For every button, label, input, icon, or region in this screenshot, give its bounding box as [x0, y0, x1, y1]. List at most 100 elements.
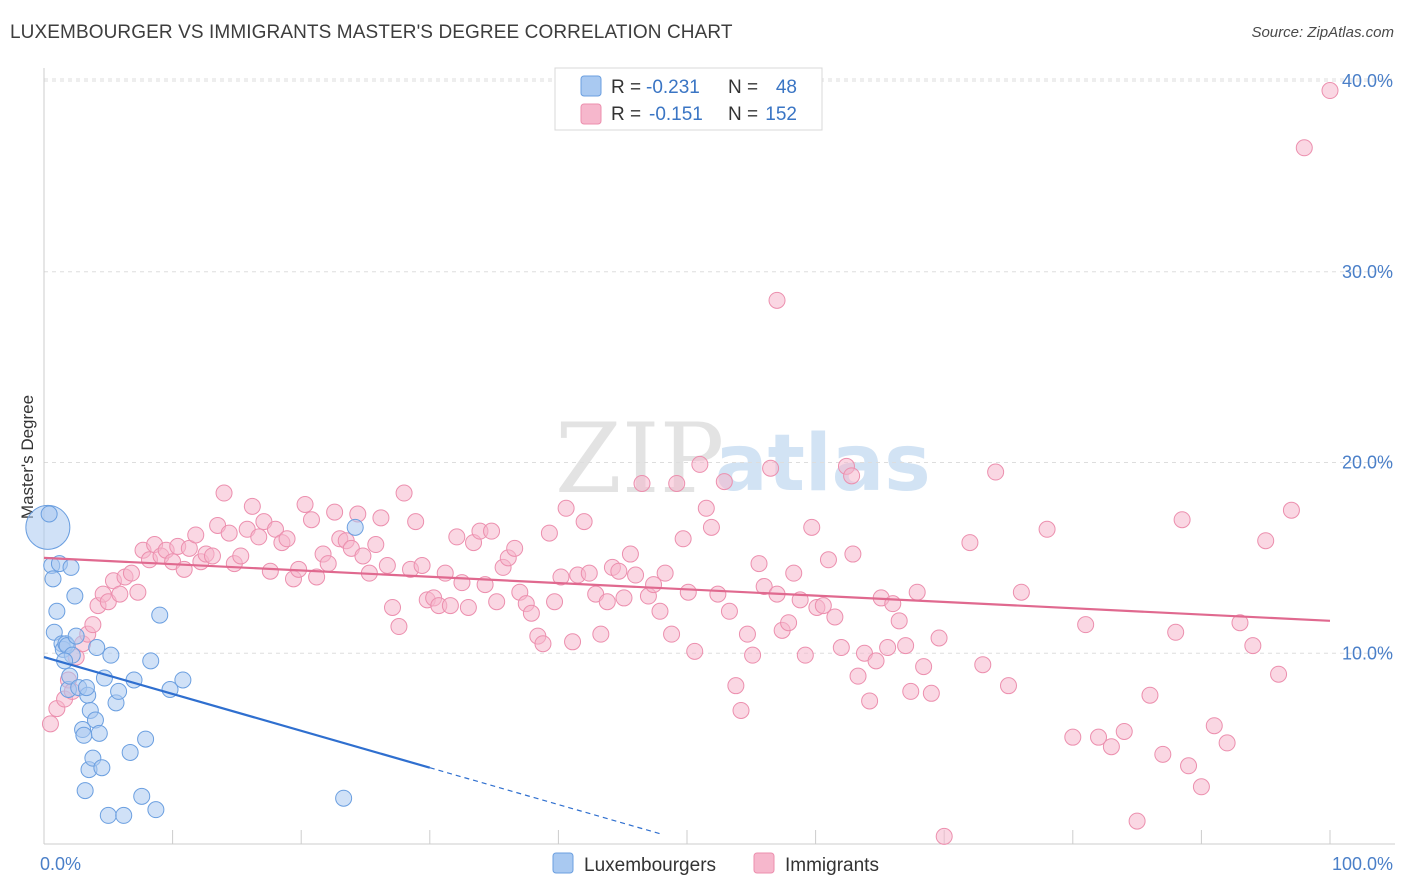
immigrants-point-143 — [867, 652, 885, 670]
immigrants-point-114 — [697, 499, 715, 517]
immigrants-point-151 — [915, 658, 933, 676]
luxembourgers-point-30 — [99, 806, 117, 824]
immigrants-point-155 — [843, 467, 861, 485]
immigrants-point-29 — [203, 547, 221, 565]
immigrants-point-89 — [552, 568, 570, 586]
immigrants-point-59 — [378, 557, 396, 575]
immigrants-point-15 — [122, 564, 140, 582]
immigrants-point-165 — [1128, 812, 1146, 830]
immigrants-point-173 — [1321, 82, 1339, 100]
x-tick-label-max: 100.0% — [1332, 854, 1393, 874]
immigrants-point-47 — [308, 568, 326, 586]
immigrants-point-164 — [1115, 722, 1133, 740]
immigrants-point-136 — [826, 608, 844, 626]
luxembourgers-point-16 — [67, 627, 85, 645]
immigrants-point-117 — [715, 473, 733, 491]
legend-n-label-1: N = — [728, 77, 758, 98]
immigrants-point-8 — [84, 616, 102, 634]
immigrants-point-60 — [384, 598, 402, 616]
y-tick-label-2: 30.0% — [1342, 262, 1393, 282]
immigrants-point-125 — [762, 459, 780, 477]
immigrants-point-142 — [861, 692, 879, 710]
immigrants-point-140 — [849, 667, 867, 685]
correlation-legend: R = -0.231 N = 48 R = -0.151 N = 152 — [554, 67, 823, 131]
immigrants-point-91 — [564, 633, 582, 651]
immigrants-point-116 — [709, 585, 727, 603]
luxembourgers-point-31 — [102, 646, 120, 664]
luxembourgers-point-38 — [137, 730, 155, 748]
immigrants-point-86 — [534, 635, 552, 653]
luxembourgers-point-12 — [61, 667, 79, 685]
immigrants-point-32 — [220, 524, 238, 542]
immigrants-point-167 — [1167, 623, 1185, 641]
source-label: Source: ZipAtlas.com — [1251, 24, 1394, 41]
series-legend: Luxembourgers Immigrants — [552, 852, 879, 876]
immigrants-point-37 — [250, 528, 268, 546]
legend-n-label-2: N = — [728, 104, 758, 125]
immigrants-point-171 — [1282, 501, 1300, 519]
immigrants-point-61 — [390, 618, 408, 636]
luxembourgers-point-35 — [121, 743, 139, 761]
legend-r-value-2: -0.151 — [649, 104, 703, 125]
immigrants-point-113 — [691, 455, 709, 473]
immigrants-point-109 — [668, 474, 686, 492]
luxembourgers-point-28 — [93, 759, 111, 777]
immigrants-point-153 — [930, 629, 948, 647]
immigrants-point-70 — [441, 597, 459, 615]
immigrants-point-46 — [302, 511, 320, 529]
luxembourgers-point-37 — [133, 787, 151, 805]
immigrants-point-31 — [215, 484, 233, 502]
immigrants-point-97 — [598, 593, 616, 611]
luxembourgers-point-1 — [40, 505, 58, 523]
immigrants-point-145 — [879, 639, 897, 657]
immigrants-point-103 — [633, 474, 651, 492]
immigrants-point-50 — [326, 503, 344, 521]
immigrants-point-110 — [674, 530, 692, 548]
legend-swatch-immigrants — [580, 103, 602, 125]
immigrants-point-183 — [1000, 677, 1017, 695]
immigrants-point-57 — [367, 536, 385, 554]
legend-r-label-1: R = — [611, 77, 641, 98]
immigrants-point-175 — [1173, 511, 1191, 529]
luxembourgers-point-19 — [75, 726, 93, 744]
immigrants-point-177 — [1270, 665, 1288, 683]
immigrants-point-100 — [615, 589, 633, 607]
immigrants-point-181 — [1218, 734, 1236, 752]
luxembourgers-point-20 — [76, 782, 94, 800]
immigrants-point-128 — [780, 614, 798, 632]
immigrants-point-16 — [129, 583, 147, 601]
immigrants-point-157 — [987, 463, 1005, 481]
immigrants-point-170 — [1257, 532, 1275, 550]
immigrants-point-119 — [727, 677, 745, 695]
immigrants-point-0 — [41, 715, 59, 733]
luxembourgers-point-13 — [62, 558, 80, 576]
luxembourgers-point-34 — [115, 806, 133, 824]
immigrants-point-135 — [819, 551, 837, 569]
watermark-atlas: atlas — [715, 419, 931, 509]
luxembourgers-point-5 — [48, 602, 66, 620]
chart-title: LUXEMBOURGER VS IMMIGRANTS MASTER'S DEGR… — [10, 22, 733, 43]
immigrants-point-88 — [546, 593, 564, 611]
immigrants-point-90 — [557, 499, 575, 517]
immigrants-point-166 — [1141, 686, 1159, 704]
luxembourgers-point-45 — [346, 518, 364, 536]
immigrants-point-182 — [974, 656, 992, 674]
immigrants-point-77 — [483, 522, 501, 540]
immigrants-point-160 — [1064, 728, 1082, 746]
legend-swatch-luxembourgers — [580, 75, 602, 97]
immigrants-point-106 — [651, 602, 669, 620]
immigrants-point-99 — [610, 562, 628, 580]
bottom-label-immigrants: Immigrants — [785, 855, 879, 876]
immigrants-point-154 — [768, 291, 786, 309]
y-tick-label-0: 10.0% — [1342, 643, 1393, 663]
immigrants-point-180 — [1180, 757, 1198, 775]
immigrants-point-118 — [720, 602, 738, 620]
bottom-swatch-luxembourgers — [552, 852, 574, 874]
y-axis-tick-labels: 10.0% 20.0% 30.0% 40.0% — [1342, 71, 1393, 663]
immigrants-point-159 — [1038, 520, 1056, 538]
luxembourgers-point-15 — [66, 587, 84, 605]
immigrants-point-134 — [814, 597, 832, 615]
trend-lines — [43, 556, 1331, 835]
immigrants-point-149 — [902, 682, 920, 700]
immigrants-point-174 — [1231, 614, 1249, 632]
